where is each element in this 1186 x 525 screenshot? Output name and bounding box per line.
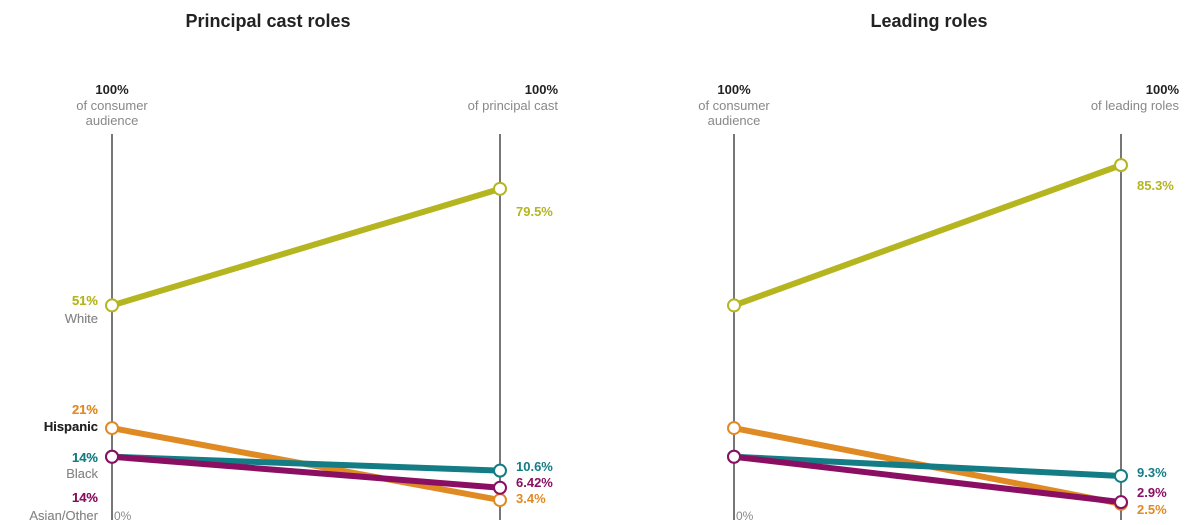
left-value-label: 14% — [72, 490, 98, 505]
data-point — [493, 463, 507, 478]
category-label: Black — [66, 466, 98, 481]
left-value-label: 51% — [72, 293, 98, 308]
category-label: Hispanic — [44, 419, 98, 434]
right-value-label: 6.42% — [516, 475, 553, 490]
data-point — [1114, 468, 1128, 483]
axis-header: 100% — [1146, 82, 1180, 97]
chart-title: Leading roles — [870, 11, 987, 31]
data-point — [105, 421, 119, 436]
data-point — [493, 480, 507, 495]
axis-subheader: of consumer — [76, 98, 148, 113]
left-value-label: 21% — [72, 402, 98, 417]
axis-subheader: of consumer — [698, 98, 770, 113]
category-label: Asian/Other — [29, 508, 98, 523]
data-point — [1114, 158, 1128, 173]
category-label: White — [65, 311, 98, 326]
series-line-black — [731, 453, 1124, 479]
data-point — [727, 298, 741, 313]
zero-label: 0% — [114, 509, 132, 523]
right-value-label: 79.5% — [516, 204, 553, 219]
axis-header: 100% — [717, 82, 751, 97]
left-value-label: 14% — [72, 450, 98, 465]
axis-subheader: of principal cast — [468, 98, 559, 113]
series-line-asian-other — [731, 453, 1124, 506]
axis-header: 100% — [95, 82, 129, 97]
data-point — [1114, 495, 1128, 510]
left-value-label: 21% — [72, 402, 98, 417]
series-line-white — [109, 185, 503, 309]
right-value-label: 85.3% — [1137, 178, 1174, 193]
data-point — [105, 449, 119, 464]
right-value-label: 2.9% — [1137, 485, 1167, 500]
left-value-label: 51% — [72, 293, 98, 308]
left-value-label: 14% — [72, 490, 98, 505]
axis-subheader: of leading roles — [1091, 98, 1180, 113]
right-value-label: 10.6% — [516, 459, 553, 474]
right-value-label: 2.5% — [1137, 502, 1167, 517]
zero-label: 0% — [736, 509, 754, 523]
series-line-white — [731, 162, 1124, 309]
axis-header: 100% — [525, 82, 559, 97]
category-label: Black — [66, 466, 98, 481]
data-point — [493, 493, 507, 508]
axis-subheader: audience — [708, 113, 761, 128]
series-line-asian-other — [109, 453, 503, 491]
category-label: Hispanic — [44, 419, 98, 434]
axis-subheader: audience — [86, 113, 139, 128]
category-label: Asian/Other — [29, 508, 98, 523]
data-point — [105, 298, 119, 313]
data-point — [493, 181, 507, 196]
right-value-label: 9.3% — [1137, 465, 1167, 480]
data-point — [727, 421, 741, 436]
chart-title: Principal cast roles — [185, 11, 350, 31]
left-value-label: 14% — [72, 450, 98, 465]
category-label: White — [65, 311, 98, 326]
right-value-label: 3.4% — [516, 491, 546, 506]
data-point — [727, 449, 741, 464]
